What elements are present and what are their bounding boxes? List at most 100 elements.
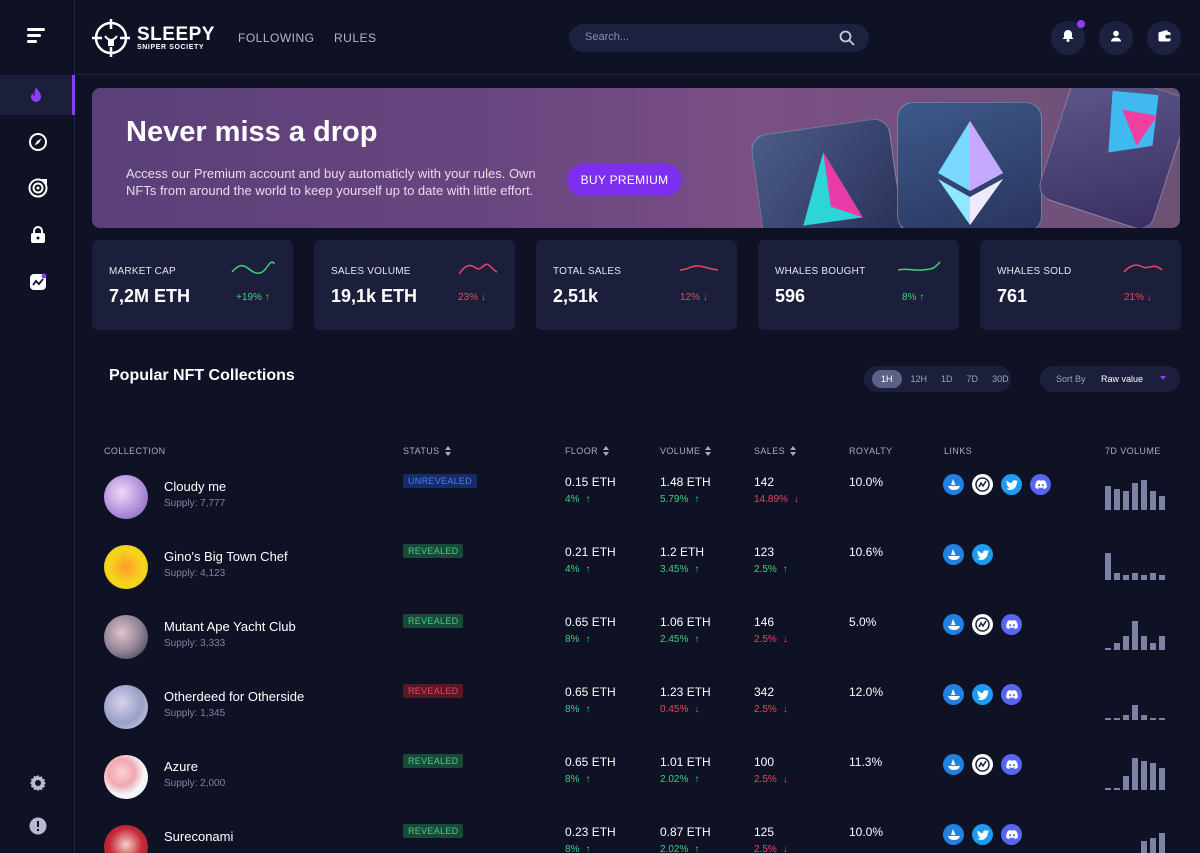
stat-change: 21% ↓ bbox=[1124, 292, 1152, 303]
floor-value: 0.65 ETH bbox=[565, 615, 616, 629]
period-12h[interactable]: 12H bbox=[910, 374, 928, 384]
looksrare-icon[interactable] bbox=[972, 614, 993, 635]
volume-change: 0.45% ↓ bbox=[660, 704, 700, 715]
collection-links bbox=[943, 754, 1022, 775]
discord-icon[interactable] bbox=[1001, 614, 1022, 635]
discord-icon[interactable] bbox=[1001, 754, 1022, 775]
sidebar-item-sniper[interactable] bbox=[0, 168, 75, 208]
discord-icon[interactable] bbox=[1030, 474, 1051, 495]
arrow-up-icon: ↑ bbox=[694, 494, 700, 505]
menu-icon[interactable] bbox=[27, 28, 45, 46]
opensea-icon[interactable] bbox=[943, 614, 964, 635]
notifications-button[interactable] bbox=[1051, 20, 1085, 55]
sort-icon bbox=[705, 446, 712, 456]
looksrare-icon[interactable] bbox=[972, 474, 993, 495]
collection-name[interactable]: Otherdeed for Otherside bbox=[164, 689, 305, 704]
volume-bar bbox=[1159, 768, 1165, 790]
buy-premium-button[interactable]: BUY PREMIUM bbox=[567, 164, 682, 196]
header-status[interactable]: STATUS bbox=[403, 446, 451, 456]
volume-bar bbox=[1141, 575, 1147, 580]
sidebar-item-explore[interactable] bbox=[0, 122, 75, 162]
volume-bar bbox=[1141, 841, 1147, 853]
period-filter: 1H 12H 1D 7D 30D bbox=[864, 366, 1011, 392]
table-row[interactable]: Otherdeed for Otherside Supply: 1,345 REVE… bbox=[100, 676, 1180, 746]
wallet-button[interactable] bbox=[1147, 21, 1181, 55]
volume-bar bbox=[1105, 788, 1111, 790]
opensea-icon[interactable] bbox=[943, 684, 964, 705]
avatar bbox=[104, 825, 148, 853]
sidebar-item-settings[interactable] bbox=[0, 763, 75, 803]
search-input[interactable] bbox=[585, 31, 825, 43]
collection-supply: Supply: 7,777 bbox=[164, 498, 226, 509]
arrow-up-icon: ↑ bbox=[919, 292, 925, 303]
banner-title: Never miss a drop bbox=[126, 116, 378, 148]
header-sales[interactable]: SALES bbox=[754, 446, 797, 456]
floor-change: 8% ↑ bbox=[565, 634, 591, 645]
table-row[interactable]: Sureconami REVEALED 0.23 ETH 8% ↑ 0.87 ETH 2.0… bbox=[100, 816, 1180, 853]
table-row[interactable]: Gino's Big Town Chef Supply: 4,123 REVEALE… bbox=[100, 536, 1180, 606]
header-7d-volume: 7D VOLUME bbox=[1105, 446, 1161, 456]
collection-supply: Supply: 1,345 bbox=[164, 708, 226, 719]
arrow-up-icon: ↑ bbox=[264, 292, 270, 303]
logo[interactable]: SLEEPY SNIPER SOCIETY bbox=[91, 18, 215, 58]
twitter-icon[interactable] bbox=[972, 544, 993, 565]
arrow-up-icon: ↑ bbox=[694, 634, 700, 645]
royalty-value: 12.0% bbox=[849, 685, 884, 699]
twitter-icon[interactable] bbox=[972, 684, 993, 705]
period-1h[interactable]: 1H bbox=[872, 370, 902, 388]
opensea-icon[interactable] bbox=[943, 754, 964, 775]
volume-change: 2.02% ↑ bbox=[660, 844, 700, 853]
opensea-icon[interactable] bbox=[943, 824, 964, 845]
nav-rules[interactable]: RULES bbox=[334, 31, 377, 45]
wallet-icon bbox=[1158, 29, 1171, 47]
nav-following[interactable]: FOLLOWING bbox=[238, 31, 315, 45]
opensea-icon[interactable] bbox=[943, 544, 964, 565]
period-30d[interactable]: 30D bbox=[992, 374, 1009, 384]
period-7d[interactable]: 7D bbox=[966, 374, 979, 384]
sort-label: Sort By bbox=[1056, 374, 1086, 384]
table-row[interactable]: Azure Supply: 2,000 REVEALED 0.65 ETH 8% ↑ 1.0… bbox=[100, 746, 1180, 816]
sales-value: 125 bbox=[754, 825, 775, 839]
twitter-icon[interactable] bbox=[972, 824, 993, 845]
period-1d[interactable]: 1D bbox=[941, 374, 953, 384]
looksrare-icon[interactable] bbox=[972, 754, 993, 775]
sparkline-down bbox=[458, 263, 498, 275]
table-row[interactable]: Cloudy me Supply: 7,777 UNREVEALED 0.15 ETH… bbox=[100, 466, 1180, 536]
collection-name[interactable]: Gino's Big Town Chef bbox=[164, 549, 288, 564]
header-volume[interactable]: VOLUME bbox=[660, 446, 712, 456]
collection-name[interactable]: Cloudy me bbox=[164, 479, 227, 494]
collection-name[interactable]: Sureconami bbox=[164, 829, 234, 844]
twitter-icon[interactable] bbox=[1001, 474, 1022, 495]
arrow-down-icon: ↓ bbox=[702, 292, 708, 303]
search-icon[interactable] bbox=[839, 30, 855, 51]
table-row[interactable]: Mutant Ape Yacht Club Supply: 3,333 REVEAL… bbox=[100, 606, 1180, 676]
volume-bar bbox=[1105, 718, 1111, 720]
sort-dropdown[interactable]: Sort By Raw value bbox=[1040, 366, 1180, 392]
header-floor[interactable]: FLOOR bbox=[565, 446, 610, 456]
volume-bar bbox=[1150, 838, 1156, 853]
brand-title: SLEEPY bbox=[137, 23, 215, 45]
volume-change: 2.45% ↑ bbox=[660, 634, 700, 645]
discord-icon[interactable] bbox=[1001, 824, 1022, 845]
volume-bar bbox=[1150, 491, 1156, 510]
opensea-icon[interactable] bbox=[943, 474, 964, 495]
sidebar-item-help[interactable] bbox=[0, 806, 75, 846]
sidebar-item-trending[interactable] bbox=[0, 75, 75, 115]
volume-bar bbox=[1150, 573, 1156, 580]
stat-sales-volume: SALES VOLUME 19,1k ETH 23% ↓ bbox=[314, 240, 515, 330]
sidebar-item-analytics[interactable] bbox=[0, 262, 75, 302]
floor-change: 8% ↑ bbox=[565, 844, 591, 853]
stat-value: 7,2M ETH bbox=[109, 286, 191, 306]
collection-links bbox=[943, 684, 1022, 705]
arrow-up-icon: ↑ bbox=[585, 564, 591, 575]
royalty-value: 10.0% bbox=[849, 825, 884, 839]
status-badge: REVEALED bbox=[403, 684, 464, 698]
gear-icon bbox=[28, 773, 48, 793]
collection-name[interactable]: Mutant Ape Yacht Club bbox=[164, 619, 296, 634]
discord-icon[interactable] bbox=[1001, 684, 1022, 705]
collection-name[interactable]: Azure bbox=[164, 759, 198, 774]
status-badge: REVEALED bbox=[403, 614, 464, 628]
profile-button[interactable] bbox=[1099, 21, 1133, 55]
avatar bbox=[104, 615, 148, 659]
sidebar-item-premium[interactable] bbox=[0, 215, 75, 255]
